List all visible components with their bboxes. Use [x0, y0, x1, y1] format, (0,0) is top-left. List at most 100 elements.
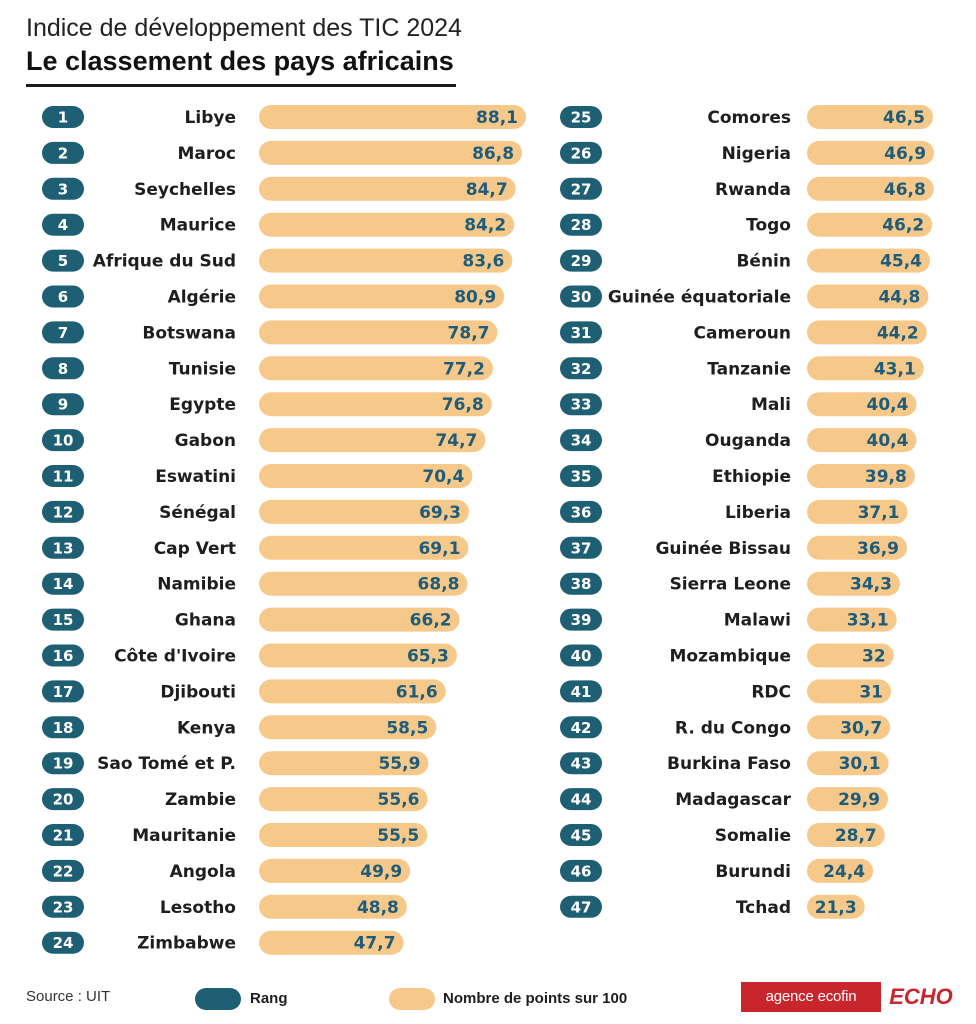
score-value-label: 48,8 [357, 898, 399, 918]
rank-badge [42, 931, 84, 954]
rank-label: 19 [53, 755, 74, 773]
rank-label: 25 [571, 109, 592, 127]
rank-label: 7 [58, 324, 68, 342]
country-label: Lesotho [160, 898, 236, 918]
score-value-label: 28,7 [835, 826, 877, 846]
score-value-label: 65,3 [407, 647, 449, 667]
score-value-label: 37,1 [858, 503, 900, 523]
country-label: Algérie [168, 288, 236, 308]
rank-label: 27 [571, 180, 592, 198]
rank-badge [560, 536, 602, 559]
chart-row: 31 Cameroun 44,2 [560, 320, 927, 345]
chart-row: 36 Liberia 37,1 [560, 499, 908, 524]
score-bar [807, 858, 874, 883]
rank-label: 42 [571, 719, 592, 737]
chart-row: 21 Mauritanie 55,5 [42, 823, 428, 847]
chart-row: 38 Sierra Leone 34,3 [560, 571, 900, 596]
score-value-label: 78,7 [448, 323, 490, 343]
score-bar [807, 679, 891, 704]
chart-row: 42 R. du Congo 30,7 [560, 715, 891, 740]
rank-badge [42, 141, 84, 164]
score-value-label: 44,2 [877, 323, 919, 343]
country-label: Guinée équatoriale [608, 288, 791, 308]
rank-label: 4 [58, 216, 68, 234]
chart-title: Indice de développement des TIC 2024 [26, 14, 462, 42]
rank-badge [560, 429, 602, 452]
chart-row: 46 Burundi 24,4 [560, 858, 874, 883]
country-label: Kenya [177, 718, 236, 738]
rank-label: 36 [571, 503, 592, 521]
country-label: Djibouti [160, 682, 236, 702]
score-bar [259, 715, 437, 740]
rank-badge [42, 393, 84, 416]
score-bar [259, 392, 492, 417]
rank-badge [42, 824, 84, 846]
legend-points-label: Nombre de points sur 100 [443, 990, 628, 1007]
score-value-label: 30,7 [840, 718, 882, 738]
legend-rank-label: Rang [250, 990, 288, 1007]
rank-badge [42, 249, 84, 272]
score-bar [807, 428, 917, 453]
rank-badge [42, 895, 84, 918]
chart-row: 2 Maroc 86,8 [42, 140, 523, 165]
country-label: Libye [185, 108, 236, 128]
chart-row: 44 Madagascar 29,9 [560, 787, 889, 812]
chart-row: 1 Libye 88,1 [42, 105, 526, 129]
score-bar [259, 930, 404, 955]
score-value-label: 76,8 [442, 395, 484, 415]
chart-row: 23 Lesotho 48,8 [42, 894, 407, 919]
chart-row: 29 Bénin 45,4 [560, 248, 931, 273]
country-label: RDC [751, 682, 791, 702]
score-value-label: 46,9 [884, 144, 926, 164]
rank-badge [42, 608, 84, 631]
score-bar [259, 499, 470, 524]
rank-label: 8 [58, 360, 68, 378]
score-bar [807, 607, 897, 632]
rank-badge [560, 752, 602, 775]
chart-row: 8 Tunisie 77,2 [42, 356, 493, 381]
score-value-label: 80,9 [454, 288, 496, 308]
score-value-label: 69,1 [418, 539, 460, 559]
chart-row: 18 Kenya 58,5 [42, 715, 437, 740]
score-value-label: 34,3 [850, 575, 892, 595]
score-bar [259, 787, 428, 812]
rank-badge [560, 824, 602, 846]
chart-row: 14 Namibie 68,8 [42, 571, 468, 596]
source-note: Source : UIT [26, 988, 111, 1005]
rank-label: 29 [571, 252, 592, 270]
rank-label: 35 [571, 468, 592, 486]
score-bar [259, 105, 526, 129]
chart-row: 34 Ouganda 40,4 [560, 428, 917, 453]
rank-label: 44 [571, 791, 592, 809]
rank-label: 5 [58, 252, 68, 270]
chart-row: 4 Maurice 84,2 [42, 212, 515, 237]
rank-label: 32 [571, 360, 592, 378]
rank-badge [42, 106, 84, 128]
score-value-label: 70,4 [422, 467, 464, 487]
rank-badge [42, 716, 84, 739]
score-value-label: 30,1 [839, 754, 881, 774]
rank-label: 38 [571, 575, 592, 593]
score-value-label: 58,5 [386, 718, 428, 738]
score-value-label: 74,7 [435, 431, 477, 451]
score-bar [259, 248, 513, 273]
country-label: Gabon [175, 431, 236, 451]
country-label: Maurice [160, 216, 236, 236]
rank-badge [42, 321, 84, 344]
chart-row: 10 Gabon 74,7 [42, 428, 486, 453]
chart-row: 7 Botswana 78,7 [42, 320, 498, 345]
country-label: Zimbabwe [137, 934, 236, 954]
country-label: Guinée Bissau [655, 539, 791, 559]
rank-badge [42, 357, 84, 380]
chart-row: 15 Ghana 66,2 [42, 607, 460, 632]
rank-badge [42, 213, 84, 236]
score-value-label: 46,8 [884, 180, 926, 200]
chart-row: 30 Guinée équatoriale 44,8 [560, 284, 929, 309]
score-value-label: 36,9 [857, 539, 899, 559]
score-value-label: 43,1 [874, 359, 916, 379]
score-value-label: 84,2 [464, 216, 506, 236]
chart-row: 5 Afrique du Sud 83,6 [42, 248, 513, 273]
country-label: Madagascar [675, 790, 791, 810]
rank-badge [560, 213, 602, 236]
score-bar [807, 499, 908, 524]
